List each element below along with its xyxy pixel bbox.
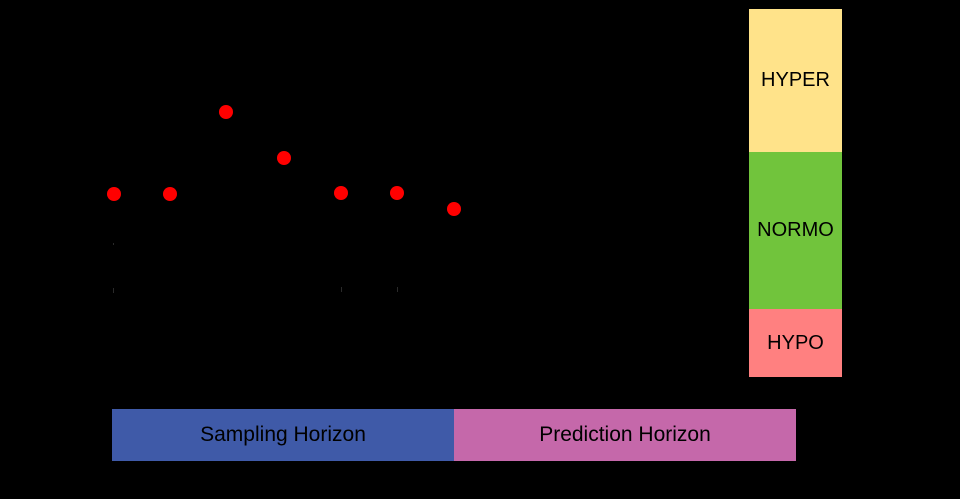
sample-point-1	[107, 187, 121, 201]
sampling-horizon-bar: Sampling Horizon	[112, 409, 454, 461]
tick-mark	[397, 287, 398, 292]
sample-point-7	[447, 202, 461, 216]
sample-point-4	[277, 151, 291, 165]
sample-point-3	[219, 105, 233, 119]
sample-point-6	[390, 186, 404, 200]
zone-hyper-label: HYPER	[761, 69, 830, 91]
zone-hyper: HYPER	[749, 9, 842, 152]
tick-mark	[113, 288, 114, 293]
zone-normo: NORMO	[749, 152, 842, 309]
tick-mark	[113, 243, 114, 245]
prediction-horizon-bar: Prediction Horizon	[454, 409, 796, 461]
prediction-horizon-label: Prediction Horizon	[539, 423, 711, 446]
sampling-horizon-label: Sampling Horizon	[200, 423, 366, 446]
zone-hypo: HYPO	[749, 309, 842, 377]
tick-mark	[341, 287, 342, 292]
zone-normo-label: NORMO	[757, 219, 834, 241]
sample-point-5	[334, 186, 348, 200]
sample-point-2	[163, 187, 177, 201]
zone-hypo-label: HYPO	[767, 331, 824, 354]
